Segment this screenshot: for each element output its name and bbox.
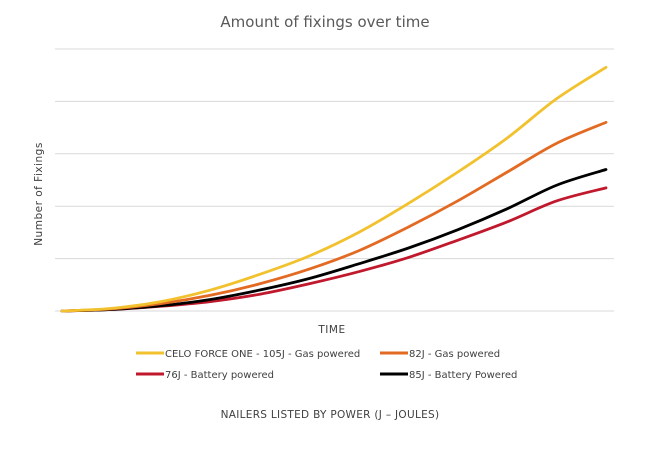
x-axis-label: TIME [317,324,345,336]
legend-label: 82J - Gas powered [409,349,500,360]
series-lines [60,65,608,313]
legend-label: 76J - Battery powered [165,370,274,381]
chart-caption: NAILERS LISTED BY POWER (J – JOULES) [221,409,440,421]
y-axis-label: Number of Fixings [33,142,45,246]
gridlines [55,48,614,312]
legend-item[interactable]: CELO FORCE ONE - 105J - Gas powered [136,349,360,360]
legend: CELO FORCE ONE - 105J - Gas powered 82J … [136,349,517,381]
series-line-0 [60,65,608,313]
series-line-3 [60,168,608,313]
legend-item[interactable]: 85J - Battery Powered [380,370,517,381]
legend-item[interactable]: 82J - Gas powered [380,349,500,360]
legend-item[interactable]: 76J - Battery powered [136,370,274,381]
series-line-1 [60,120,608,313]
legend-label: 85J - Battery Powered [409,370,517,381]
chart-title: Amount of fixings over time [220,13,429,31]
legend-label: CELO FORCE ONE - 105J - Gas powered [165,349,360,360]
